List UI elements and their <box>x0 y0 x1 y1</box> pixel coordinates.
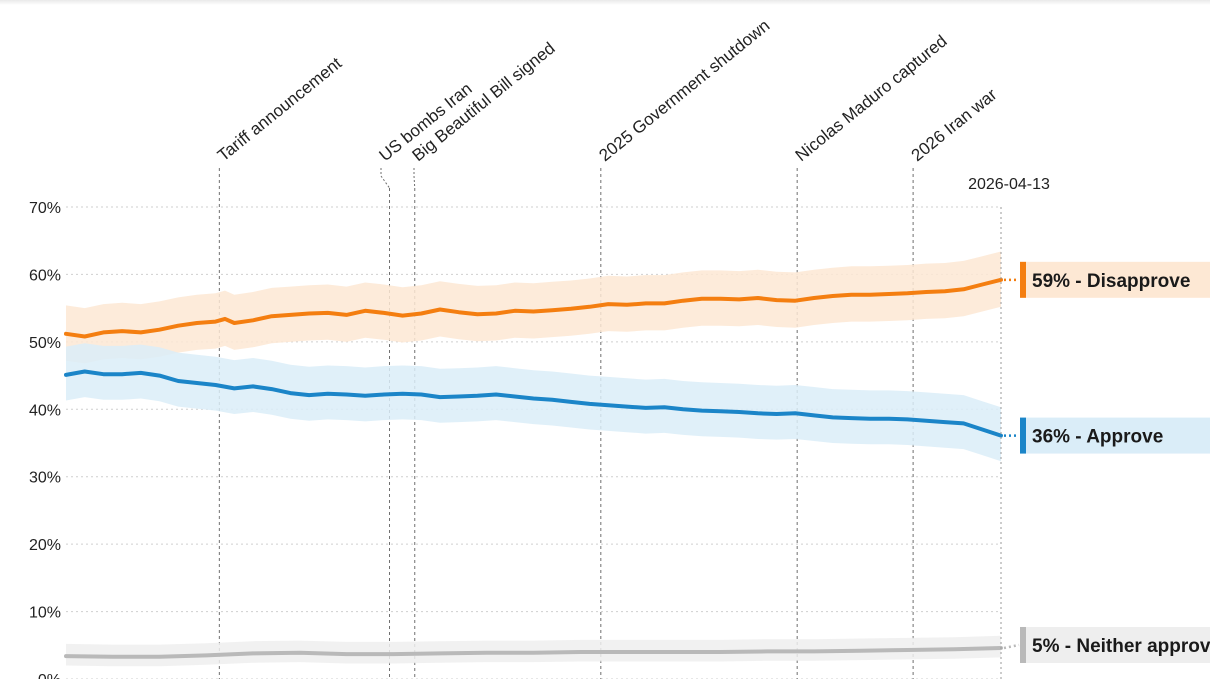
end-label-connector <box>1003 643 1020 650</box>
y-tick-label: 20% <box>29 537 61 554</box>
event-label: Big Beautiful Bill signed <box>409 39 559 166</box>
event-marker-2026-iran-war: 2026 Iran war <box>908 85 1001 679</box>
event-leader <box>380 168 390 189</box>
event-label: 2025 Government shutdown <box>595 16 773 165</box>
y-tick-label: 50% <box>29 335 61 352</box>
y-tick-label: 30% <box>29 470 61 487</box>
y-tick-label: 0% <box>38 672 61 679</box>
end-labels: 59% - Disapprove 36% - Approve 5% - Neithe… <box>1003 261 1210 663</box>
top-shadow-bar <box>0 0 1210 5</box>
series-lines <box>64 277 1003 659</box>
end-label-neither-approve-nor-disapprove: 5% - Neither approve nor disapprove <box>1003 626 1210 663</box>
end-label-background <box>1026 261 1210 298</box>
band-approve <box>66 343 1001 462</box>
band-disapprove <box>66 251 1001 364</box>
line-disapprove <box>64 277 1003 339</box>
event-marker-nicolas-maduro-captured: Nicolas Maduro captured <box>792 31 951 679</box>
end-label-disapprove: 59% - Disapprove <box>1004 261 1210 298</box>
confidence-bands <box>66 251 1001 667</box>
end-label-approve: 36% - Approve <box>1004 417 1210 454</box>
end-label-text: 36% - Approve <box>1032 427 1163 448</box>
y-tick-label: 60% <box>29 267 61 284</box>
end-label-text: 59% - Disapprove <box>1032 271 1190 292</box>
end-label-accent <box>1020 417 1026 454</box>
end-label-text: 5% - Neither approve nor disapprove <box>1032 636 1210 657</box>
y-tick-label: 70% <box>29 200 61 217</box>
event-label: 2026 Iran war <box>908 85 1001 165</box>
event-leader <box>413 168 416 189</box>
end-label-accent <box>1020 626 1026 663</box>
y-tick-label: 10% <box>29 605 61 622</box>
end-date-label: 2026-04-13 <box>968 176 1050 193</box>
end-label-background <box>1026 626 1210 663</box>
end-label-accent <box>1020 261 1026 298</box>
event-marker-big-beautiful-bill-signed: Big Beautiful Bill signed <box>409 39 559 679</box>
event-label: Tariff announcement <box>214 53 346 165</box>
event-marker-2025-government-shutdown: 2025 Government shutdown <box>595 16 773 679</box>
line-approve <box>64 369 1003 438</box>
end-label-background <box>1026 417 1210 454</box>
y-tick-label: 40% <box>29 402 61 419</box>
end-date-marker: 2026-04-13 <box>968 176 1050 679</box>
y-axis: 0% 10% 20% 30% 40% 50% 60% 70% <box>29 200 61 679</box>
line-neither-approve-nor-disapprove <box>64 646 1003 659</box>
